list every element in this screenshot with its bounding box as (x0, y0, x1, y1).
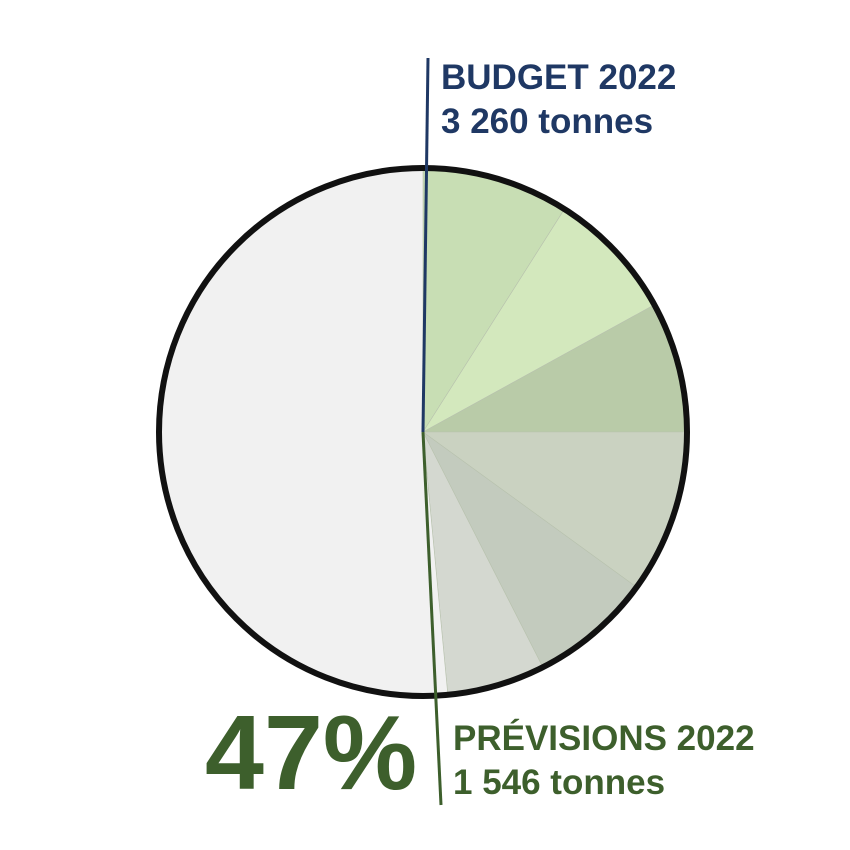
forecast-percent-label: 47% (205, 694, 418, 812)
forecast-title: PRÉVISIONS 2022 (453, 719, 755, 758)
pie-slices (158, 167, 688, 697)
budget-label: BUDGET 2022 3 260 tonnes (441, 56, 676, 144)
pie-slice-7 (158, 167, 449, 697)
budget-value: 3 260 tonnes (441, 101, 654, 141)
forecast-label: PRÉVISIONS 2022 1 546 tonnes (453, 717, 755, 805)
forecast-value: 1 546 tonnes (453, 762, 666, 802)
pie-outline (156, 165, 690, 699)
forecast-leader-line (421, 431, 443, 806)
budget-leader-line (421, 57, 430, 433)
budget-title: BUDGET 2022 (441, 58, 677, 97)
